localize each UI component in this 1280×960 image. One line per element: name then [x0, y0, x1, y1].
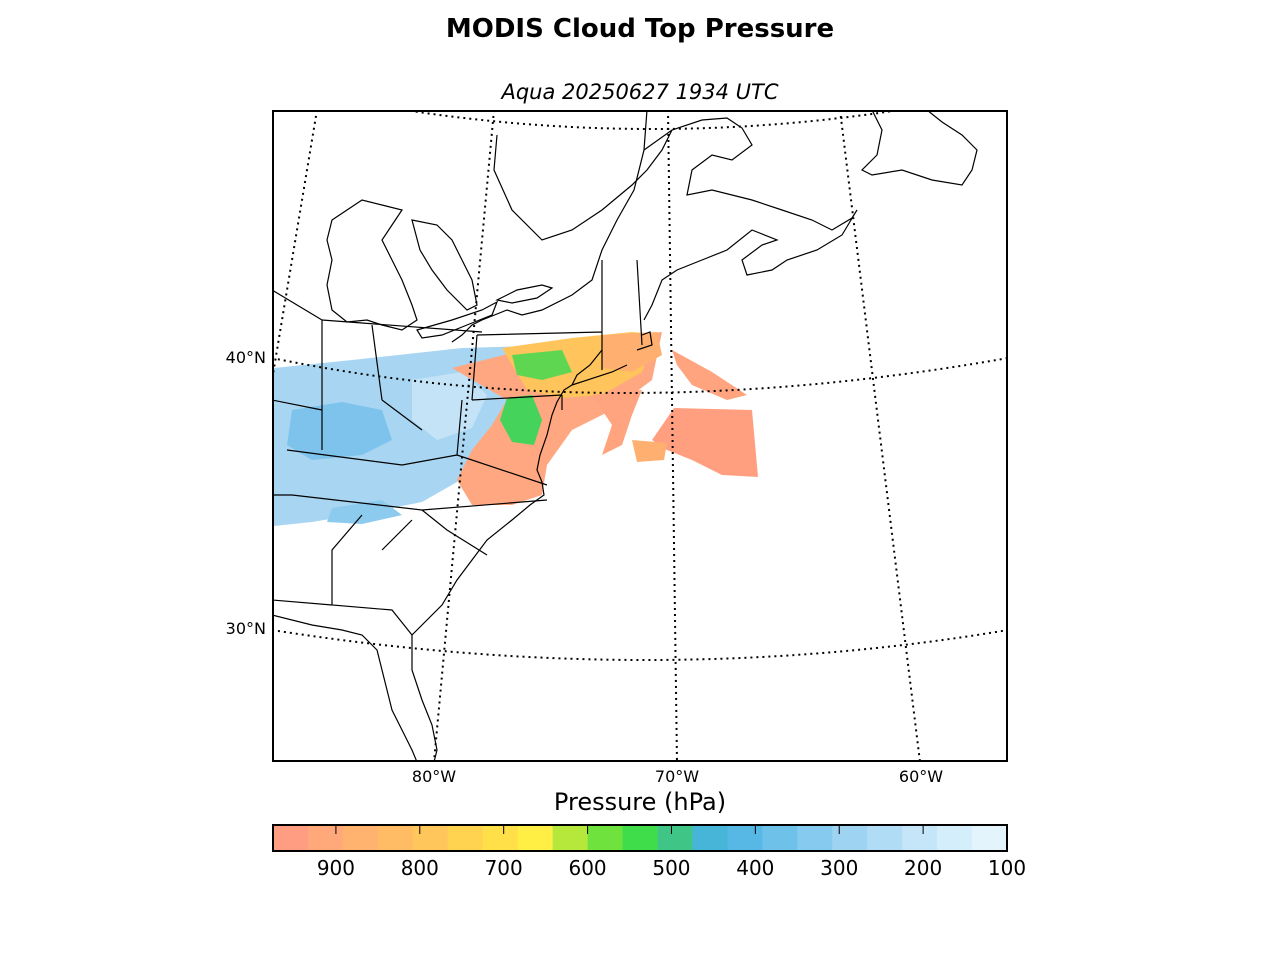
- lat-label-30n: 30°N: [225, 619, 266, 638]
- map-panel: [272, 110, 1008, 762]
- colorbar-bin: [762, 825, 798, 851]
- page-subtitle: Aqua 20250627 1934 UTC: [501, 80, 779, 104]
- colorbar-bin: [273, 825, 309, 851]
- colorbar-tick-label: 800: [400, 856, 439, 880]
- colorbar-bin: [587, 825, 624, 851]
- colorbar-bin: [517, 825, 554, 851]
- lon-label-80w: 80°W: [411, 767, 457, 786]
- page-title: MODIS Cloud Top Pressure: [445, 14, 835, 44]
- lon-label-60w: 60°W: [898, 767, 944, 786]
- swath-green-clouds-chesapeake: [500, 395, 542, 445]
- great-lakes-ontario: [495, 284, 554, 304]
- colorbar-bin: [622, 825, 658, 851]
- colorbar-bin: [657, 825, 693, 851]
- swath-lowcloud-ne-coast: [602, 332, 662, 372]
- coastline-long-island: [571, 364, 628, 386]
- meridian-80w: [433, 111, 495, 761]
- colorbar-bin: [447, 825, 484, 851]
- graticule: [273, 111, 1007, 761]
- meridian-90w: [273, 111, 318, 381]
- colorbar-tick-label: 400: [736, 856, 775, 880]
- colorbar-bin: [797, 825, 833, 851]
- parallel-30n: [273, 629, 1007, 661]
- colorbar-bin: [552, 825, 589, 851]
- colorbar-bin: [727, 825, 763, 851]
- colorbar-bin: [307, 825, 344, 851]
- map-frame: [272, 110, 1008, 762]
- coastline-st-lawrence: [493, 129, 673, 241]
- colorbar-title: Pressure (hPa): [553, 788, 727, 816]
- colorbar-tick-label: 300: [820, 856, 859, 880]
- colorbar-tick-label: 500: [652, 856, 691, 880]
- colorbar-bin: [412, 825, 449, 851]
- swath-green-clouds-pa: [512, 350, 572, 380]
- state-borders-east: [286, 259, 643, 636]
- colorbar-frame: [272, 824, 1008, 852]
- swath-high-clouds-2: [412, 372, 487, 440]
- coastline-gulf: [273, 614, 418, 761]
- lon-label-70w: 70°W: [654, 767, 700, 786]
- swath-offshore-block: [652, 408, 758, 477]
- meridian-70w: [667, 111, 678, 761]
- coastline-maritimes: [643, 117, 858, 321]
- coastline-cape-cod: [636, 331, 653, 351]
- colorbar-tick-label: 700: [484, 856, 523, 880]
- swath-mid-clouds-west: [287, 402, 392, 460]
- great-lakes-erie: [416, 300, 499, 339]
- state-borders-west: [273, 289, 423, 606]
- colorbar-tick-label: 900: [316, 856, 355, 880]
- meridian-60w: [839, 111, 921, 761]
- swath-offshore-scattered-2: [672, 350, 747, 400]
- colorbar-bin: [342, 825, 379, 851]
- colorbar-tick-label: 600: [568, 856, 607, 880]
- colorbar-tick-label: 200: [904, 856, 943, 880]
- great-lakes-huron: [411, 219, 478, 311]
- colorbar-bin: [937, 825, 973, 851]
- lat-label-40n: 40°N: [225, 348, 266, 367]
- colorbar-bin: [377, 825, 414, 851]
- colorbar: [272, 824, 1008, 852]
- coastline-newfoundland: [860, 111, 978, 186]
- swath-offshore-scattered: [592, 390, 642, 455]
- colorbar-bin: [692, 825, 728, 851]
- coastlines-borders: [273, 111, 978, 761]
- colorbar-bin: [902, 825, 938, 851]
- swath-scattered-small: [632, 440, 667, 462]
- great-lakes-michigan: [326, 199, 418, 331]
- colorbar-bin: [972, 825, 1008, 851]
- colorbar-tick-label: 100: [987, 856, 1027, 880]
- parallel-50n: [404, 111, 900, 130]
- colorbar-bin: [867, 825, 903, 851]
- coastline-atlantic: [411, 111, 648, 761]
- map-svg: [272, 110, 1008, 762]
- colorbar-bin: [832, 825, 868, 851]
- cloud-top-pressure-layer: [274, 332, 758, 526]
- colorbar-bin: [482, 825, 519, 851]
